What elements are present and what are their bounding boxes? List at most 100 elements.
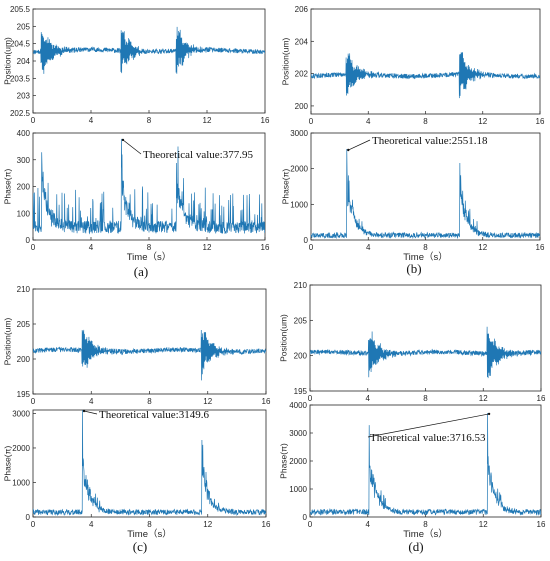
x-tick-label: 8: [147, 397, 152, 406]
x-tick-label: 16: [536, 117, 545, 126]
phase-plot-0: 400 300 200 100 00 4 8 12 16 Phase(π) Time（s） Theor…: [2, 129, 270, 263]
x-tick-label: 16: [261, 243, 270, 252]
y-tick-label: 204.5: [10, 40, 31, 49]
x-tick-label: 8: [423, 520, 428, 529]
y-tick-label: 204: [17, 57, 31, 66]
x-tick-label: 8: [147, 116, 152, 125]
y-tick-label: 205: [294, 316, 308, 325]
series-line: [310, 412, 541, 517]
annotation-arrowhead: [347, 148, 350, 152]
x-tick-label: 4: [89, 243, 94, 252]
x-tick-label: 16: [262, 520, 271, 529]
x-tick-label: 0: [31, 116, 36, 125]
panel-caption: (a): [134, 264, 148, 279]
y-axis-label: Phase(π): [278, 443, 288, 479]
y-tick-label: 204: [295, 37, 309, 46]
y-tick-label: 400: [17, 129, 31, 138]
annotation-arrow: [348, 139, 371, 151]
y-tick-label: 195: [294, 387, 308, 396]
series-line: [33, 138, 265, 235]
y-tick-label: 300: [17, 156, 31, 165]
y-tick-label: 2000: [290, 165, 308, 174]
series-line: [311, 52, 540, 99]
plot-frame: [32, 8, 266, 114]
phase-plot-1: 3000 2000 1000 00 4 8 12 16 Phase(π) Time（s） Theor…: [280, 129, 545, 263]
plot-frame: [309, 404, 542, 518]
y-tick-label: 210: [294, 281, 308, 290]
x-tick-label: 4: [366, 394, 371, 403]
x-tick-label: 12: [203, 243, 212, 252]
annotation-arrow: [367, 413, 490, 438]
x-tick-label: 12: [203, 397, 212, 406]
annotation-arrowhead: [487, 412, 491, 416]
y-tick-label: 0: [26, 513, 31, 522]
x-axis-label: Time（s）: [127, 528, 172, 540]
peak-annotation: Theoretical value:2551.18: [372, 135, 488, 147]
panel-caption: (b): [406, 261, 421, 276]
position-plot-0: 205.5 205 204.5 204 203.5 203 202.50 4 8 12 16 Posi…: [2, 5, 270, 125]
position-plot-1: 206 204 202 2000 4 8 12 16 Position(um): [280, 5, 545, 126]
y-tick-label: 206: [295, 5, 309, 14]
x-tick-label: 0: [308, 394, 313, 403]
y-tick-label: 1000: [290, 200, 308, 209]
y-tick-label: 1000: [289, 485, 307, 494]
x-tick-label: 12: [478, 117, 487, 126]
panel-caption: (d): [408, 539, 423, 554]
x-tick-label: 8: [423, 243, 428, 252]
x-tick-label: 16: [536, 243, 545, 252]
y-tick-label: 0: [303, 513, 308, 522]
y-tick-label: 3000: [290, 129, 308, 138]
y-tick-label: 2000: [289, 457, 307, 466]
y-tick-label: 4000: [289, 401, 307, 410]
x-tick-label: 8: [147, 520, 152, 529]
series-line: [33, 26, 265, 74]
annotation-arrowhead: [121, 138, 125, 142]
series-line: [310, 326, 541, 379]
x-axis-label: Time（s）: [403, 251, 448, 263]
y-tick-label: 202.5: [10, 109, 31, 118]
plot-frame: [309, 284, 542, 392]
x-tick-label: 0: [309, 117, 314, 126]
y-axis-label: Position(um): [2, 317, 12, 365]
x-tick-label: 12: [203, 116, 212, 125]
x-tick-label: 12: [479, 394, 488, 403]
y-tick-label: 202: [295, 70, 309, 79]
series-line: [33, 410, 266, 517]
y-axis-label: Position(um): [278, 314, 288, 362]
y-tick-label: 0: [304, 236, 309, 245]
x-tick-label: 0: [309, 243, 314, 252]
y-tick-label: 1000: [12, 478, 30, 487]
y-tick-label: 2000: [12, 444, 30, 453]
y-tick-label: 200: [17, 183, 31, 192]
plot-frame: [32, 288, 267, 395]
y-tick-label: 205: [17, 22, 31, 31]
y-axis-label: Phase(π): [2, 446, 12, 482]
y-tick-label: 195: [17, 390, 31, 399]
y-tick-label: 3000: [12, 409, 30, 418]
x-tick-label: 4: [366, 520, 371, 529]
y-axis-label: Position(um): [280, 37, 290, 85]
y-axis-label: Phase(π): [2, 169, 12, 205]
phase-plot-3: 4000 3000 2000 1000 00 4 8 12 16 Phase(π) Time（s） T…: [278, 401, 546, 540]
y-tick-label: 200: [295, 102, 309, 111]
y-tick-label: 3000: [289, 429, 307, 438]
y-tick-label: 203: [17, 92, 31, 101]
plot-frame: [32, 409, 267, 518]
plot-frame: [310, 132, 541, 241]
y-tick-label: 0: [26, 236, 31, 245]
x-tick-label: 12: [479, 520, 488, 529]
y-tick-label: 205.5: [10, 5, 31, 14]
x-tick-label: 8: [147, 243, 152, 252]
series-line: [33, 329, 266, 381]
annotation-arrow: [83, 410, 98, 415]
x-axis-label: Time（s）: [403, 528, 448, 540]
y-tick-label: 200: [17, 355, 31, 364]
x-tick-label: 16: [537, 394, 546, 403]
x-tick-label: 0: [308, 520, 313, 529]
x-tick-label: 4: [366, 117, 371, 126]
phase-plot-2: 3000 2000 1000 00 4 8 12 16 Phase(π) Time（s） Theor…: [2, 409, 271, 540]
series-line: [311, 149, 540, 240]
